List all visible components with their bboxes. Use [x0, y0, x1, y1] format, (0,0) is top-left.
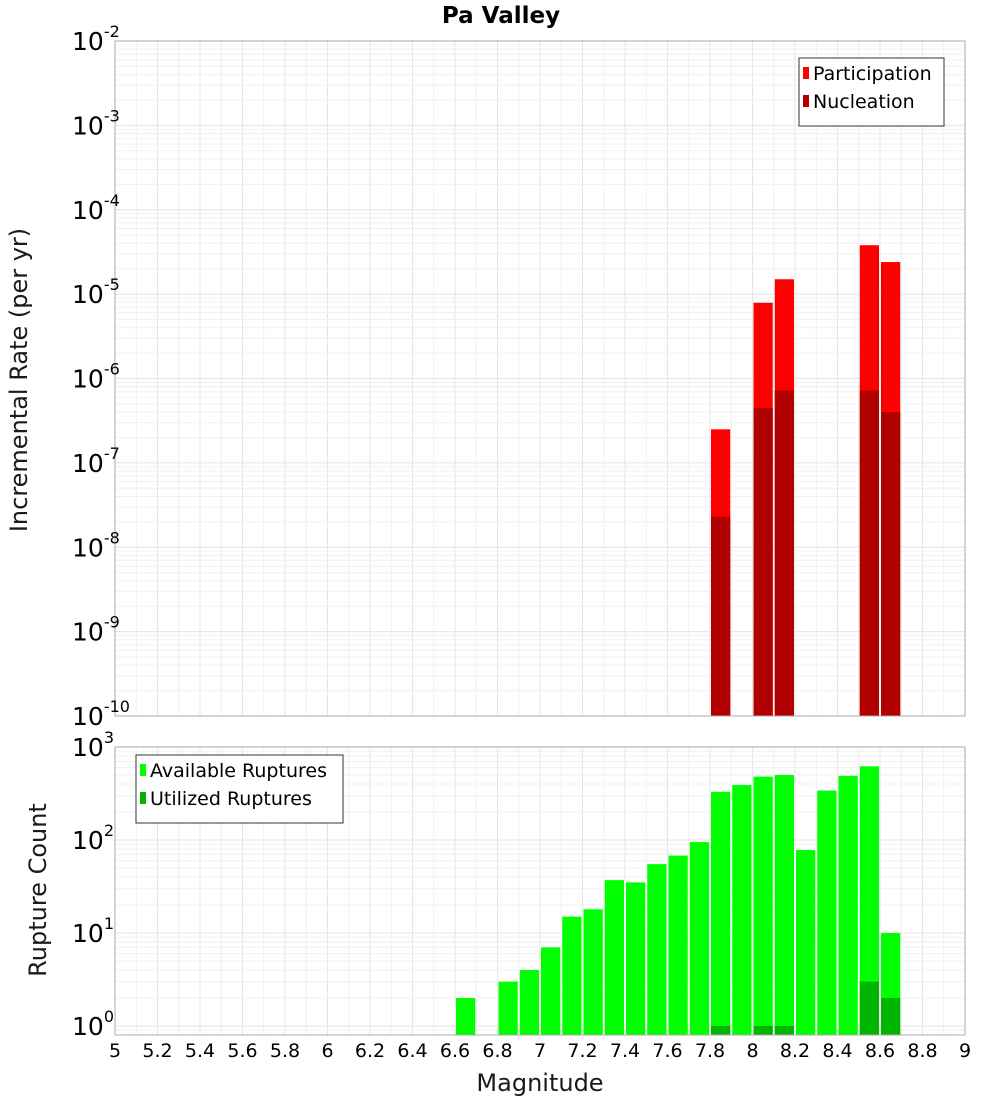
x-tick-label: 7 [534, 1040, 546, 1062]
bar [859, 766, 879, 1035]
x-tick-label: 7.4 [610, 1040, 640, 1062]
legend-label: Nucleation [813, 91, 915, 113]
legend: Participation Nucleation [798, 57, 945, 127]
grid [114, 41, 966, 717]
y-axis-label-count: Rupture Count [24, 803, 52, 977]
y-tick-label: 101 [72, 914, 114, 948]
bar [774, 774, 794, 1035]
bar [817, 790, 837, 1035]
legend-label: Available Ruptures [150, 760, 327, 782]
x-tick-label: 5.2 [142, 1040, 172, 1062]
x-axis-label: Magnitude [476, 1069, 603, 1097]
x-tick-label: 9 [959, 1040, 971, 1062]
bar [456, 997, 476, 1035]
x-tick-label: 7.6 [652, 1040, 682, 1062]
bar [541, 947, 561, 1035]
chart-title: Pa Valley [442, 3, 560, 29]
x-tick-label: 5.6 [227, 1040, 257, 1062]
y-tick-label: 10-8 [72, 528, 120, 562]
bar [838, 775, 858, 1035]
bar [519, 969, 539, 1035]
rate-plot: 10-10 10-9 10-8 10-7 10-6 10-5 10-4 10-3 10-2 Par… [72, 22, 966, 731]
series-nucleation [711, 390, 901, 716]
y-tick-label: 10-9 [72, 613, 120, 647]
bar [859, 981, 879, 1035]
bar [689, 842, 709, 1035]
bar [732, 785, 752, 1035]
legend-swatch [140, 792, 146, 804]
bar [881, 412, 901, 716]
legend-swatch [140, 764, 146, 776]
x-tick-label: 5 [109, 1040, 121, 1062]
series-utilized-ruptures [711, 981, 901, 1035]
y-tick-label: 10-7 [72, 444, 120, 478]
bar [711, 1025, 731, 1035]
bar [626, 882, 646, 1035]
legend-label: Participation [813, 63, 932, 85]
bar [753, 407, 773, 716]
x-tick-label: 8.6 [865, 1040, 895, 1062]
plot-frame [114, 40, 966, 717]
bar [647, 864, 667, 1035]
bar [668, 855, 688, 1035]
legend-swatch [803, 67, 809, 79]
y-axis-label-rate: Incremental Rate (per yr) [5, 228, 33, 532]
x-tick-label: 6 [321, 1040, 333, 1062]
series-available-ruptures [456, 766, 901, 1035]
bar [562, 916, 582, 1035]
x-tick-label: 5.4 [185, 1040, 215, 1062]
legend-label: Utilized Ruptures [150, 788, 312, 810]
y-tick-label: 10-6 [72, 360, 120, 394]
bar [774, 1025, 794, 1035]
y-tick-label: 10-10 [72, 697, 130, 731]
y-tick-label: 10-5 [72, 275, 120, 309]
legend: Available Ruptures Utilized Ruptures [135, 754, 344, 824]
x-tick-label: 8.4 [822, 1040, 852, 1062]
bar [796, 850, 816, 1035]
x-tick-label: 7.2 [567, 1040, 597, 1062]
x-tick-label: 6.2 [355, 1040, 385, 1062]
x-tick-label: 6.8 [482, 1040, 512, 1062]
y-tick-label: 10-3 [72, 106, 120, 140]
bar [859, 390, 879, 716]
x-tick-label: 8 [746, 1040, 758, 1062]
x-tick-label: 7.8 [695, 1040, 725, 1062]
y-tick-label: 102 [72, 821, 114, 855]
x-tick-label: 5.8 [270, 1040, 300, 1062]
legend-swatch [803, 95, 809, 107]
x-tick-label: 8.8 [907, 1040, 937, 1062]
bar [498, 981, 518, 1035]
x-tick-label: 8.2 [780, 1040, 810, 1062]
bar [604, 880, 624, 1035]
bar [881, 997, 901, 1035]
y-tick-label: 103 [72, 728, 114, 762]
plot-frame [114, 746, 966, 1036]
bar [753, 776, 773, 1035]
bar [583, 909, 603, 1035]
y-tick-label: 10-4 [72, 191, 120, 225]
x-tick-label: 6.6 [440, 1040, 470, 1062]
y-tick-label: 10-2 [72, 22, 120, 56]
bar [774, 390, 794, 716]
bar [711, 791, 731, 1035]
y-tick-label: 100 [72, 1007, 114, 1041]
bar [753, 1025, 773, 1035]
x-tick-label: 6.4 [397, 1040, 427, 1062]
bar [711, 516, 731, 716]
